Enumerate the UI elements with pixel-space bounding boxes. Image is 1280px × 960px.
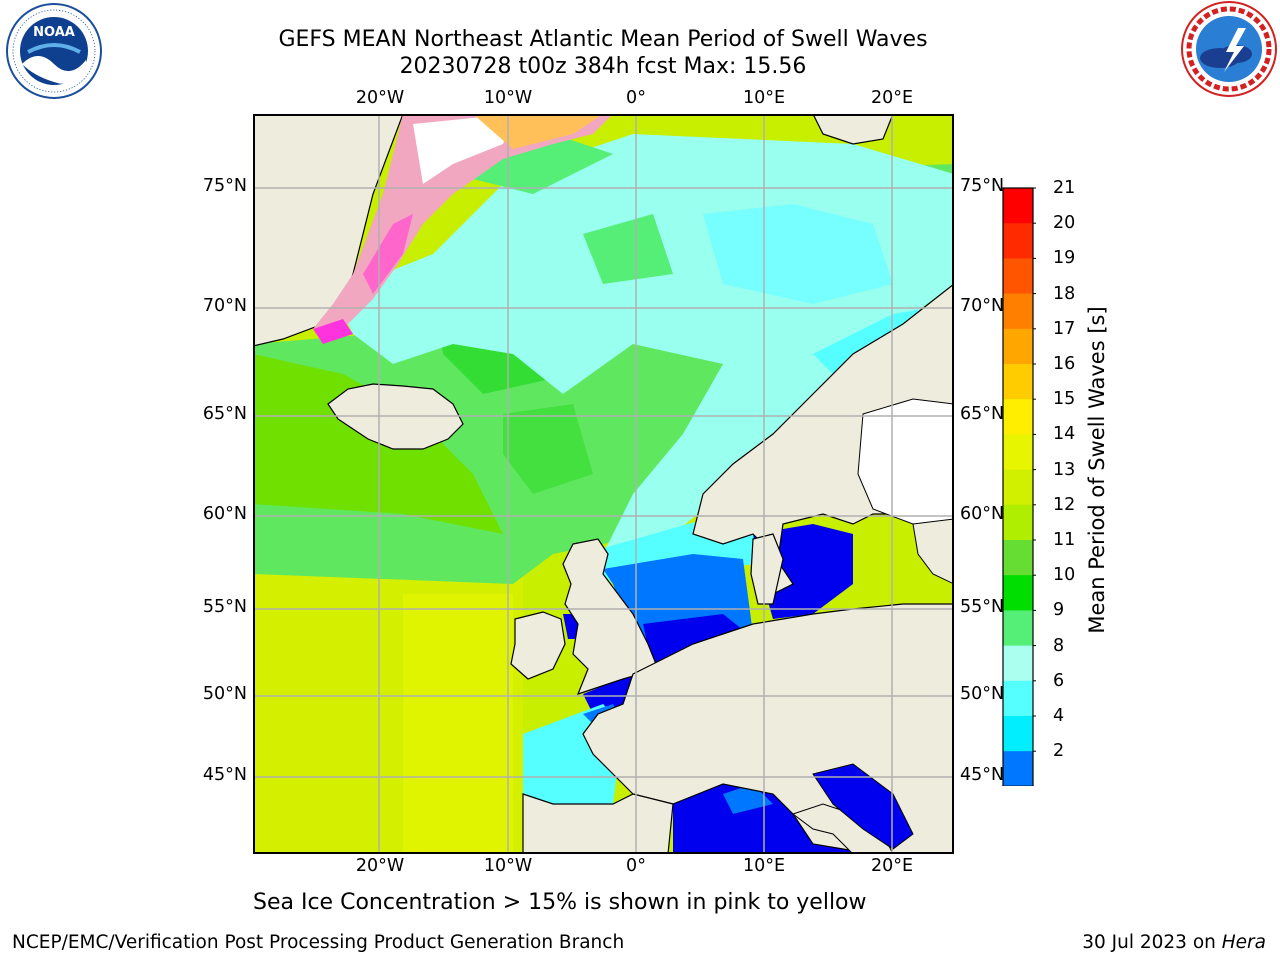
lon-label: 20°W [355, 856, 405, 876]
colorbar-segment [1003, 469, 1033, 506]
colorbar-outline [1002, 187, 1034, 786]
footer-host: Hera [1221, 932, 1266, 953]
lat-label: 65°N [202, 404, 247, 424]
colorbar-segment [1003, 293, 1033, 330]
lat-label: 45°N [960, 765, 1005, 785]
lon-label: 10°W [483, 856, 533, 876]
colorbar-tick-label: 15 [1053, 389, 1076, 410]
colorbar-tick-label: 16 [1053, 354, 1076, 374]
colorbar-tick-label: 19 [1053, 248, 1076, 269]
lat-label: 75°N [960, 176, 1005, 196]
colorbar-tick-label: 20 [1053, 213, 1076, 234]
colorbar-segment [1003, 399, 1033, 435]
colorbar-segment [1003, 504, 1033, 541]
lon-label: 20°W [355, 88, 405, 108]
noaa-logo-text: NOAA [33, 25, 75, 40]
colorbar [1001, 187, 1036, 786]
colorbar-segment [1003, 610, 1033, 647]
colorbar-segment [1003, 680, 1033, 717]
colorbar-tick-label: 6 [1053, 670, 1065, 691]
land-denmark [750, 533, 784, 605]
map-border [253, 114, 954, 854]
lon-label: 10°E [742, 856, 786, 876]
footer-date: 30 Jul 2023 on Hera [1082, 932, 1266, 953]
colorbar-segment [1003, 716, 1033, 752]
lat-label: 60°N [202, 504, 247, 524]
colorbar-tick-label: 18 [1053, 283, 1076, 304]
colorbar-tick-label: 11 [1053, 530, 1076, 550]
land-great-britain [562, 538, 659, 695]
land-svalbard [812, 114, 894, 145]
colorbar-tick-label: 13 [1053, 459, 1076, 480]
lon-label: 0° [626, 856, 646, 876]
lon-label: 10°E [742, 88, 786, 108]
colorbar-tick-label: 12 [1053, 494, 1076, 515]
colorbar-segment [1003, 364, 1033, 400]
colorbar-tick-label: 9 [1053, 600, 1065, 621]
noaa-logo: NOAA [6, 3, 102, 99]
land-ireland [510, 611, 566, 680]
colorbar-segment [1003, 434, 1033, 471]
lon-label: 20°E [870, 88, 914, 108]
footer-credit: NCEP/EMC/Verification Post Processing Pr… [12, 932, 625, 953]
colorbar-segment [1003, 645, 1033, 682]
colorbar-tick-label: 2 [1053, 741, 1065, 762]
swell-period-map [253, 114, 954, 854]
colorbar-segment [1003, 188, 1033, 224]
map-subtitle: 20230728 t00z 384h fcst Max: 15.56 [399, 54, 807, 79]
colorbar-segment [1003, 328, 1033, 365]
colorbar-tick-label: 10 [1053, 565, 1076, 586]
lon-label: 20°E [870, 856, 914, 876]
colorbar-segment [1003, 223, 1033, 259]
colorbar-tick-label: 17 [1053, 318, 1076, 339]
graticule [253, 114, 954, 854]
colorbar-tick-label: 8 [1053, 635, 1065, 656]
lat-label: 55°N [960, 597, 1005, 617]
lat-label: 65°N [960, 404, 1005, 424]
colorbar-tick-label: 4 [1053, 706, 1065, 726]
colorbar-segment [1003, 751, 1033, 786]
colorbar-tick-label: 21 [1053, 178, 1076, 198]
lon-label: 10°W [483, 88, 533, 108]
lat-label: 55°N [202, 597, 247, 617]
lat-label: 50°N [960, 684, 1005, 704]
colorbar-title: Mean Period of Swell Waves [s] [1085, 306, 1109, 634]
lat-label: 45°N [202, 765, 247, 785]
lat-label: 75°N [202, 176, 247, 196]
nws-logo [1181, 1, 1277, 97]
lat-label: 70°N [202, 296, 247, 316]
colorbar-segment [1003, 540, 1033, 576]
lat-label: 60°N [960, 504, 1005, 524]
map-title: GEFS MEAN Northeast Atlantic Mean Period… [278, 27, 928, 52]
lon-label: 0° [626, 88, 646, 108]
lat-label: 50°N [202, 684, 247, 704]
colorbar-segment [1003, 258, 1033, 295]
lat-label: 70°N [960, 296, 1005, 316]
colorbar-tick-label: 14 [1053, 424, 1076, 445]
footer-date-text: 30 Jul 2023 on [1082, 932, 1222, 953]
colorbar-segment [1003, 575, 1033, 611]
sea-ice-note: Sea Ice Concentration > 15% is shown in … [253, 890, 867, 915]
